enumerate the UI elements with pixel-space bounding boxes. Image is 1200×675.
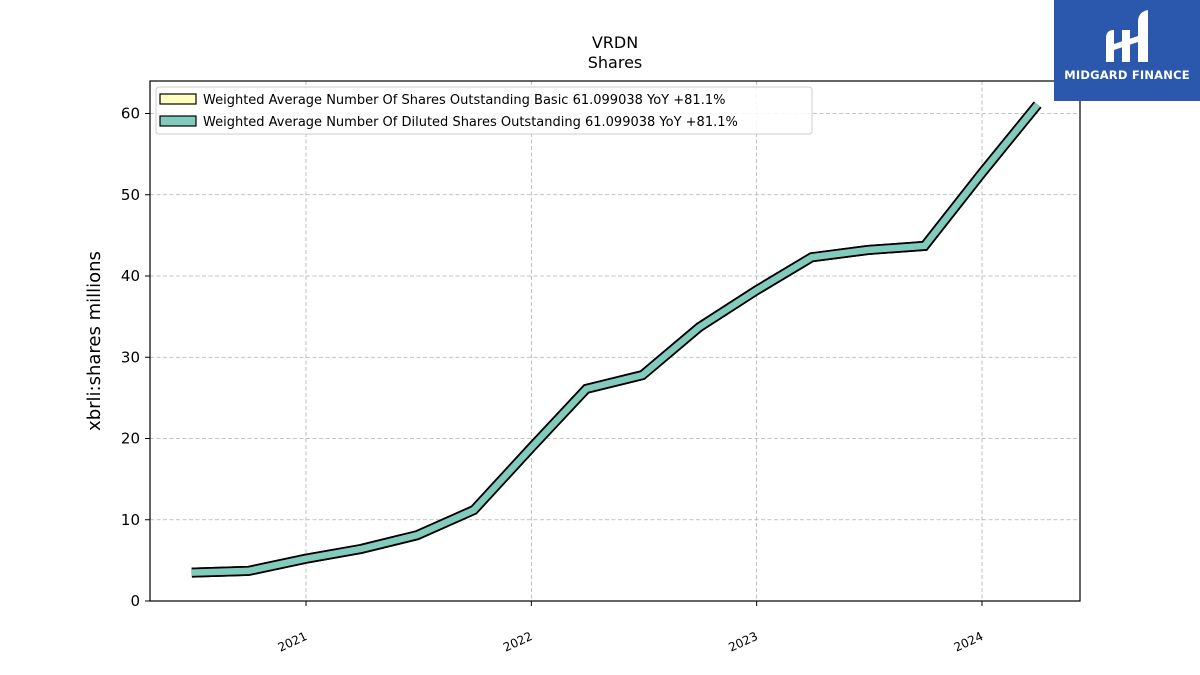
- x-tick-label: 2023: [726, 629, 760, 655]
- x-tick-label: 2022: [501, 629, 535, 655]
- legend-box: [155, 86, 813, 135]
- legend-swatch-basic: [159, 93, 197, 105]
- plot-frame: [149, 80, 1081, 602]
- chart-subtitle: Shares: [588, 53, 643, 72]
- y-tick-label: 40: [121, 267, 140, 285]
- chart-title: VRDN: [592, 33, 638, 52]
- y-tick-label: 60: [121, 105, 140, 123]
- y-tick-label: 30: [121, 348, 140, 366]
- y-axis-label: xbrli:shares millions: [84, 251, 105, 431]
- y-tick-label: 20: [121, 430, 140, 448]
- x-tick-label: 2024: [952, 629, 986, 655]
- y-tick-label: 50: [121, 186, 140, 204]
- y-tick-label: 0: [130, 592, 140, 610]
- legend-label-basic: Weighted Average Number Of Shares Outsta…: [203, 93, 725, 108]
- legend: Weighted Average Number Of Shares Outsta…: [155, 86, 813, 135]
- y-tick-label: 10: [121, 511, 140, 529]
- legend-label-diluted: Weighted Average Number Of Diluted Share…: [203, 115, 738, 130]
- series-line-0: [191, 102, 1041, 576]
- logo-text: MIDGARD FINANCE: [1064, 68, 1190, 82]
- x-axis-ticks: 2021 2022 2023 2024: [276, 601, 986, 655]
- series-outline-0: [191, 101, 1042, 578]
- x-tick-label: 2021: [276, 629, 310, 655]
- series-outline-1: [191, 101, 1042, 578]
- series-line-1: [191, 102, 1041, 576]
- legend-swatch-diluted: [159, 115, 197, 127]
- logo-mark-icon: [1106, 10, 1148, 62]
- series-lines: [191, 101, 1042, 578]
- y-axis-ticks: 0 10 20 30 40 50 60: [121, 105, 150, 610]
- midgard-finance-logo: MIDGARD FINANCE: [1054, 0, 1200, 101]
- grid: [150, 81, 1080, 601]
